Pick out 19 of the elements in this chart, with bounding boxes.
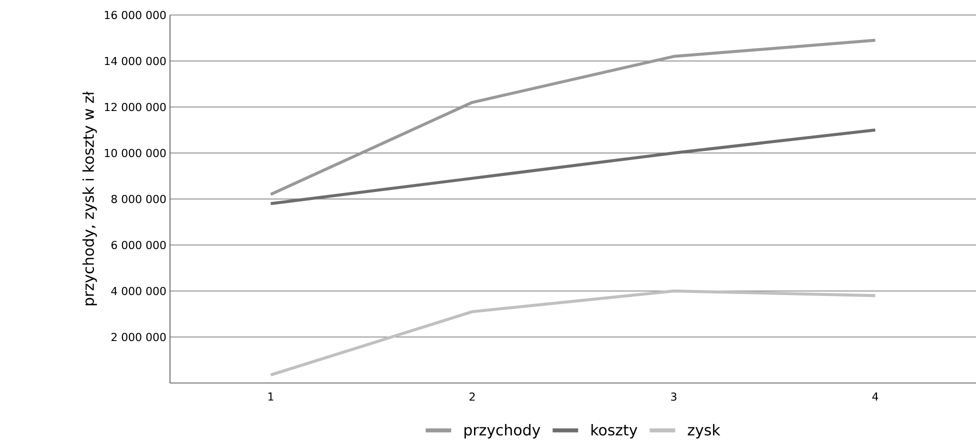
line-series [269, 290, 877, 376]
y-axis-title: przychody, zysk i koszty w zł [82, 91, 97, 306]
legend-label: zysk [688, 424, 720, 438]
x-tick-label: 4 [872, 392, 878, 401]
line-series [269, 38, 877, 196]
y-tick-label: 14 000 000 [104, 56, 166, 66]
y-tick-label: 8 000 000 [111, 194, 166, 204]
y-tick-label: 4 000 000 [111, 286, 166, 296]
legend-label: koszty [591, 424, 638, 438]
x-tick-label: 2 [470, 392, 475, 401]
legend-label: przychody [464, 424, 540, 438]
line-series [269, 128, 877, 206]
y-tick-label: 12 000 000 [104, 102, 166, 112]
y-tick-label: 6 000 000 [111, 240, 166, 250]
y-tick-label: 16 000 000 [104, 10, 166, 20]
x-tick-label: 1 [268, 392, 274, 401]
y-tick-label: 10 000 000 [104, 148, 166, 158]
x-tick-label: 3 [671, 392, 676, 401]
y-tick-label: 2 000 000 [112, 332, 166, 342]
